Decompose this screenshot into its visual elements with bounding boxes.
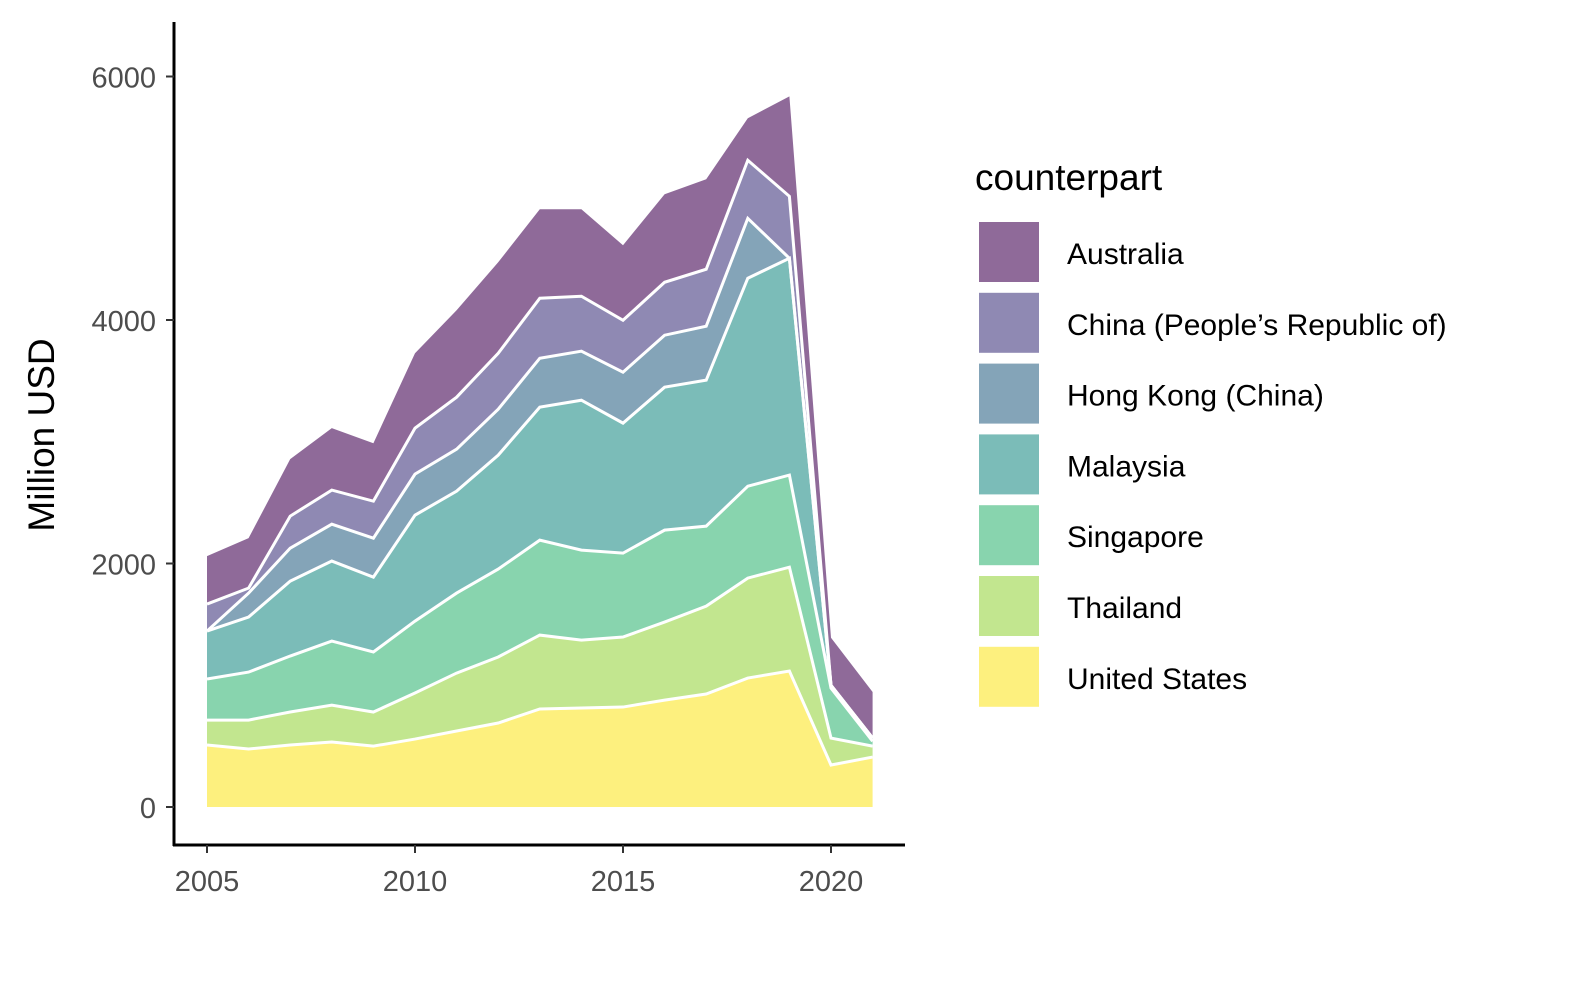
legend-title: counterpart [975,157,1163,198]
area-malaysia [207,258,873,742]
area-hong-kong-china [207,218,873,739]
legend: Australia China (People’s Republic of) Hon… [979,222,1447,707]
legend-swatch [979,646,1039,707]
x-tick-label: 2005 [175,866,240,898]
y-tick-label: 0 [140,793,156,825]
x-ticks: 2005 2010 2015 2020 [175,845,864,898]
legend-label: Thailand [1067,592,1182,625]
legend-label: Hong Kong (China) [1067,380,1324,413]
area-layers [205,96,874,807]
boundary-china-people-s-republic-of [206,157,874,740]
legend-swatch [979,505,1039,566]
area-australia [207,96,873,739]
legend-item: Hong Kong (China) [979,363,1324,424]
area-thailand [207,567,873,765]
area-singapore [207,475,873,747]
area-china-people-s-republic-of [207,160,873,739]
boundary-thailand [207,565,873,748]
boundary-malaysia [206,255,874,740]
legend-label: United States [1067,663,1247,696]
axes [172,22,905,847]
boundary-hong-kong-china [205,215,874,740]
legend-item: Singapore [979,505,1204,566]
y-tick-label: 4000 [91,306,156,338]
y-tick-label: 2000 [91,550,156,582]
legend-label: Australia [1067,238,1184,271]
y-tick-label: 6000 [91,63,156,95]
legend-item: Australia [979,222,1184,282]
legend-swatch [979,576,1039,636]
legend-label: Malaysia [1067,450,1186,483]
legend-swatch [979,434,1039,495]
x-tick-label: 2015 [591,866,656,898]
y-ticks: 0 2000 4000 6000 [91,63,174,825]
x-tick-label: 2010 [383,866,448,898]
legend-item: Thailand [979,576,1182,636]
boundary-singapore [206,473,874,743]
legend-item: Malaysia [979,434,1186,495]
y-axis-label: Million USD [21,338,62,531]
legend-swatch [979,292,1039,353]
legend-label: China (People’s Republic of) [1067,309,1447,342]
legend-item: United States [979,646,1247,707]
legend-label: Singapore [1067,521,1204,554]
x-tick-label: 2020 [799,866,864,898]
legend-item: China (People’s Republic of) [979,292,1447,353]
boundary-united-states [206,669,873,767]
legend-swatch [979,363,1039,424]
legend-swatch [979,222,1039,282]
area-united-states [207,671,873,807]
